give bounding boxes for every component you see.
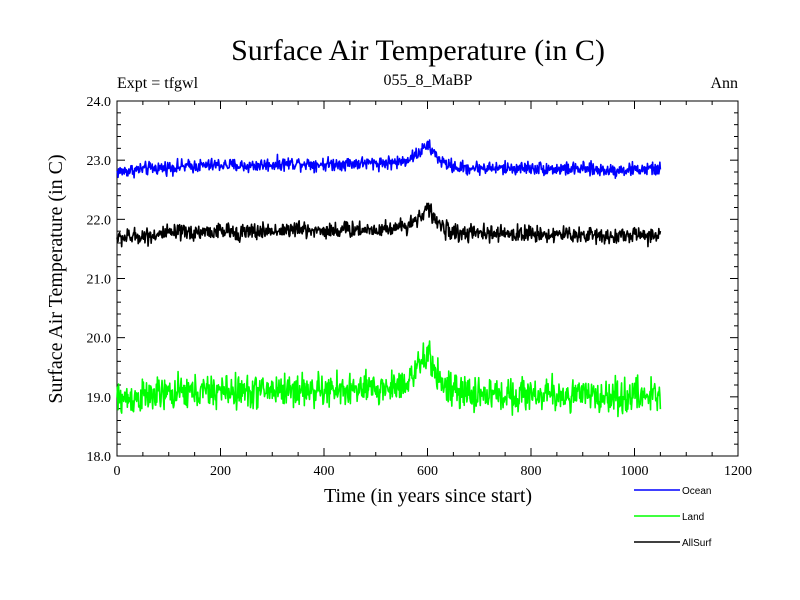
x-tick-label: 1000 <box>621 464 649 479</box>
x-tick-label: 600 <box>417 464 438 479</box>
legend-label-allsurf: AllSurf <box>682 538 712 549</box>
axis-ticks <box>116 100 739 457</box>
legend: Ocean Land AllSurf <box>634 486 712 549</box>
x-tick-label: 1200 <box>724 464 752 479</box>
series-lines <box>116 139 662 418</box>
series-line-allsurf <box>116 202 662 248</box>
y-tick-label: 18.0 <box>87 450 112 465</box>
series-line-ocean <box>116 139 662 180</box>
y-tick-label: 23.0 <box>87 154 112 169</box>
x-tick-label: 400 <box>314 464 335 479</box>
y-tick-label: 21.0 <box>87 273 112 288</box>
chart-subtitle: 055_8_MaBP <box>384 72 473 89</box>
chart-title: Surface Air Temperature (in C) <box>231 34 605 67</box>
y-tick-label: 22.0 <box>87 213 112 228</box>
series-line-land <box>116 340 662 418</box>
y-axis-label: Surface Air Temperature (in C) <box>45 154 67 403</box>
x-axis-label: Time (in years since start) <box>324 485 532 507</box>
axis-tick-labels: 0 200 400 600 800 1000 1200 18.0 19.0 20.0 21.0 22.… <box>87 95 753 479</box>
x-tick-label: 800 <box>521 464 542 479</box>
legend-label-ocean: Ocean <box>682 486 711 497</box>
y-tick-label: 20.0 <box>87 332 112 347</box>
legend-label-land: Land <box>682 512 704 523</box>
y-tick-label: 19.0 <box>87 391 112 406</box>
x-tick-label: 200 <box>210 464 231 479</box>
y-tick-label: 24.0 <box>87 95 112 110</box>
x-tick-label: 0 <box>114 464 121 479</box>
season-label: Ann <box>710 75 738 92</box>
experiment-label: Expt = tfgwl <box>117 75 199 92</box>
